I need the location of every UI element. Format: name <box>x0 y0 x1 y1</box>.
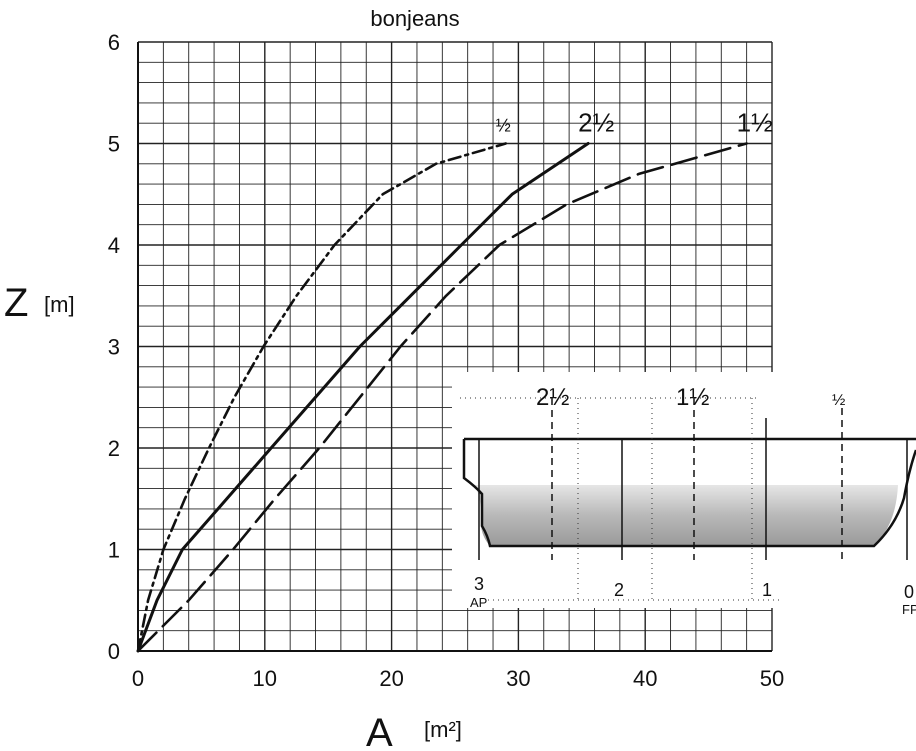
y-tick-label: 2 <box>108 436 120 461</box>
x-tick-label: 30 <box>506 666 530 691</box>
x-axis-label: A <box>366 711 393 751</box>
y-tick-label: 0 <box>108 639 120 664</box>
y-tick-label: 6 <box>108 30 120 55</box>
x-tick-label: 50 <box>760 666 784 691</box>
series-line-2 <box>136 142 590 653</box>
x-axis-unit: [m²] <box>424 717 462 742</box>
series-line-1 <box>136 142 507 653</box>
inset-station-ap: AP <box>470 595 487 610</box>
inset-label-1-half: 1½ <box>676 384 709 411</box>
inset-station-fp: FP <box>902 602 916 617</box>
x-tick-label: 40 <box>633 666 657 691</box>
series-line-3 <box>136 142 748 653</box>
chart-title: bonjeans <box>370 6 459 31</box>
y-tick-label: 5 <box>108 132 120 157</box>
y-tick-label: 4 <box>108 233 120 258</box>
y-tick-labels: 0 1 2 3 4 5 6 <box>108 30 120 664</box>
x-tick-label: 10 <box>253 666 277 691</box>
inset-station-3: 3 <box>474 574 484 594</box>
x-tick-label: 20 <box>379 666 403 691</box>
inset-label-half: ½ <box>832 392 845 409</box>
x-tick-labels: 0 10 20 30 40 50 <box>132 666 784 691</box>
inset-label-2-half: 2½ <box>536 384 569 411</box>
curve-labels: ½ 2½ 1½ <box>496 108 773 138</box>
y-axis-label: Z <box>4 281 28 325</box>
inset-station-2: 2 <box>614 580 624 600</box>
y-axis-unit: [m] <box>44 292 75 317</box>
y-tick-label: 1 <box>108 538 120 563</box>
curves <box>136 142 748 653</box>
series-label-3: 1½ <box>737 108 773 138</box>
series-label-2: 2½ <box>578 108 614 138</box>
hull-inset: 2½ 1½ ½ 3 AP 2 1 0 FP <box>452 372 916 617</box>
hull-waterline-fill <box>475 485 898 546</box>
series-label-1: ½ <box>496 116 511 136</box>
y-tick-label: 3 <box>108 335 120 360</box>
x-tick-label: 0 <box>132 666 144 691</box>
inset-station-1: 1 <box>762 580 772 600</box>
inset-station-0: 0 <box>904 582 914 602</box>
